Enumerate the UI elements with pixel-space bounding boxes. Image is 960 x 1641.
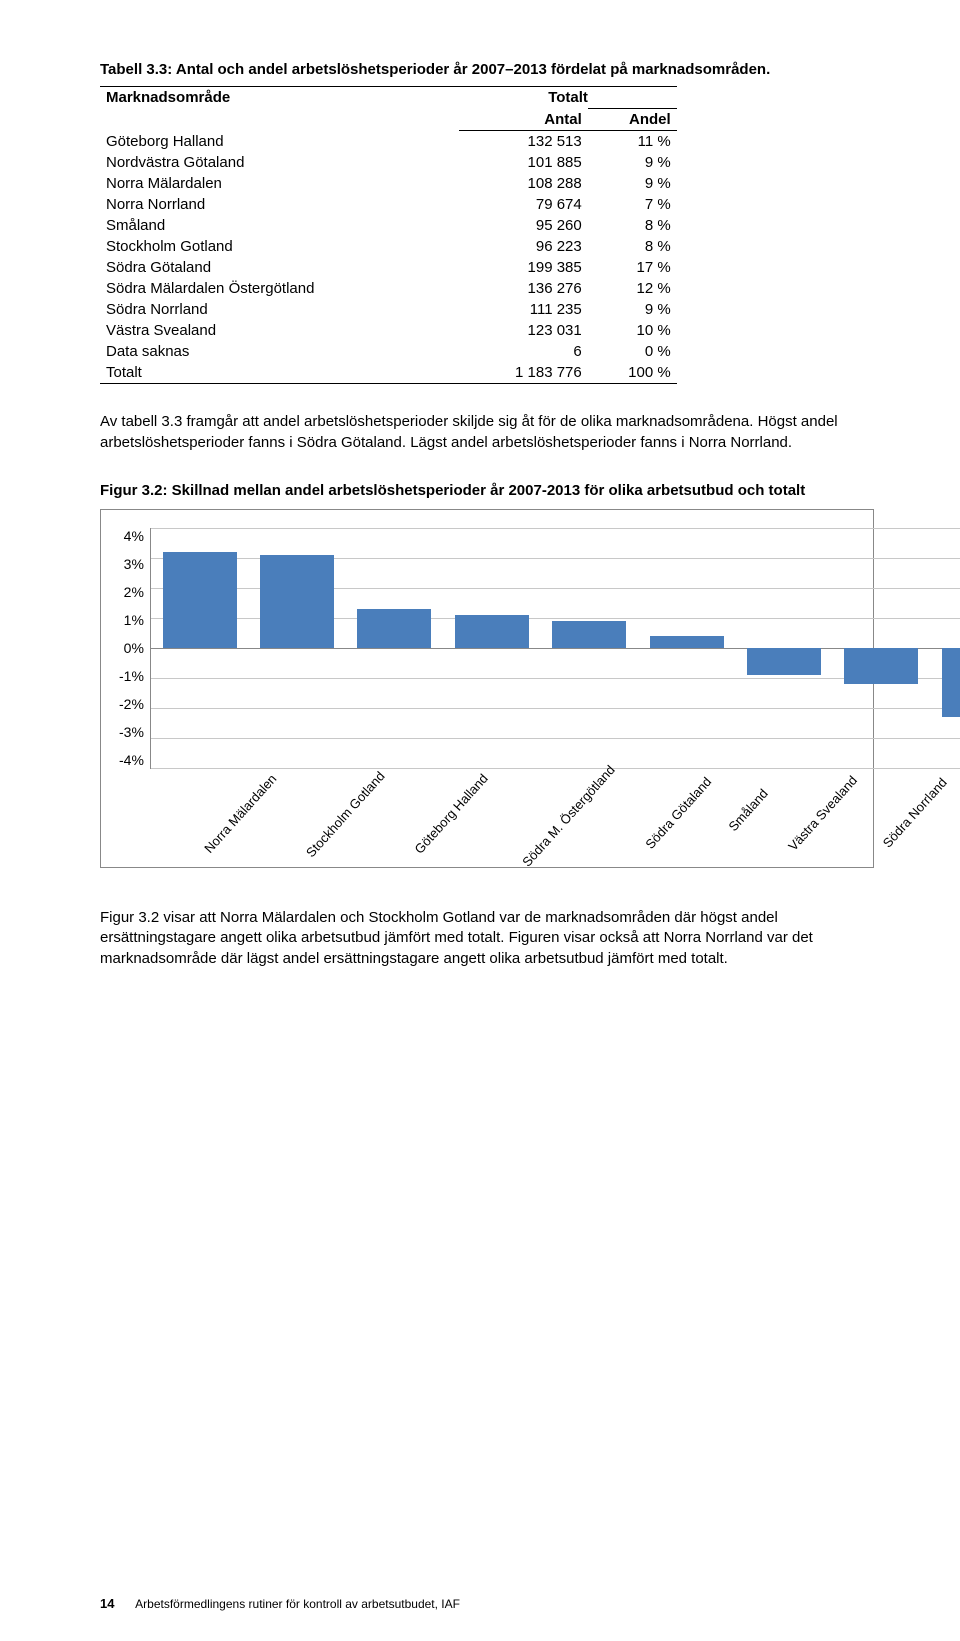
table-row-name: Södra Götaland xyxy=(100,257,459,278)
table-row-name: Data saknas xyxy=(100,341,459,362)
table-row-antal: 95 260 xyxy=(459,215,587,236)
col-header-market: Marknadsområde xyxy=(100,87,459,131)
table-row-name: Totalt xyxy=(100,362,459,384)
table-row-name: Nordvästra Götaland xyxy=(100,152,459,173)
table-commentary: Av tabell 3.3 framgår att andel arbetslö… xyxy=(100,412,890,453)
table-row-andel: 9 % xyxy=(588,173,677,194)
y-tick-label: 3% xyxy=(119,556,144,572)
y-tick-label: -1% xyxy=(119,668,144,684)
y-tick-label: 4% xyxy=(119,528,144,544)
bar-slot xyxy=(346,528,443,768)
y-tick-label: -4% xyxy=(119,752,144,768)
chart-bar xyxy=(163,552,237,648)
table-row-name: Södra Norrland xyxy=(100,299,459,320)
figure-title: Figur 3.2: Skillnad mellan andel arbetsl… xyxy=(100,481,890,501)
col-header-antal: Antal xyxy=(459,109,587,131)
bar-slot xyxy=(735,528,832,768)
bar-slot xyxy=(833,528,930,768)
table-row-andel: 100 % xyxy=(588,362,677,384)
table-row-antal: 199 385 xyxy=(459,257,587,278)
bar-slot xyxy=(540,528,637,768)
y-tick-label: 2% xyxy=(119,584,144,600)
table-row-antal: 132 513 xyxy=(459,131,587,153)
table-title: Tabell 3.3: Antal och andel arbetslöshet… xyxy=(100,60,890,80)
table-row-name: Göteborg Halland xyxy=(100,131,459,153)
table-row-name: Västra Svealand xyxy=(100,320,459,341)
table-row-andel: 12 % xyxy=(588,278,677,299)
chart-bar xyxy=(747,648,821,675)
table-row-antal: 111 235 xyxy=(459,299,587,320)
table-row-antal: 136 276 xyxy=(459,278,587,299)
col-header-andel: Andel xyxy=(588,109,677,131)
y-tick-label: 1% xyxy=(119,612,144,628)
bar-slot xyxy=(443,528,540,768)
table-row-andel: 17 % xyxy=(588,257,677,278)
table-row-antal: 96 223 xyxy=(459,236,587,257)
table-row-andel: 0 % xyxy=(588,341,677,362)
table-row-andel: 11 % xyxy=(588,131,677,153)
figure-3-2-chart: 4%3%2%1%0%-1%-2%-3%-4% Norra MälardalenS… xyxy=(100,509,874,868)
table-row-name: Norra Norrland xyxy=(100,194,459,215)
table-row-name: Södra Mälardalen Östergötland xyxy=(100,278,459,299)
table-body: Göteborg Halland132 51311 % Nordvästra Gö… xyxy=(100,131,677,384)
table-row-andel: 8 % xyxy=(588,215,677,236)
page-number: 14 xyxy=(100,1596,114,1611)
figure-commentary: Figur 3.2 visar att Norra Mälardalen och… xyxy=(100,908,890,969)
table-row-antal: 101 885 xyxy=(459,152,587,173)
chart-bar xyxy=(552,621,626,648)
y-tick-label: -3% xyxy=(119,724,144,740)
bar-slot xyxy=(638,528,735,768)
table-row-antal: 1 183 776 xyxy=(459,362,587,384)
y-tick-label: 0% xyxy=(119,640,144,656)
table-row-andel: 9 % xyxy=(588,299,677,320)
table-row-antal: 123 031 xyxy=(459,320,587,341)
bar-slot xyxy=(930,528,960,768)
chart-bar xyxy=(357,609,431,648)
footer-text: Arbetsförmedlingens rutiner för kontroll… xyxy=(135,1597,460,1611)
market-area-table: Marknadsområde Totalt Antal Andel Götebo… xyxy=(100,86,677,384)
chart-bar xyxy=(650,636,724,648)
table-row-name: Norra Mälardalen xyxy=(100,173,459,194)
y-tick-label: -2% xyxy=(119,696,144,712)
chart-y-axis: 4% 3% 2% 1% 0% -1% -2% -3% -4% xyxy=(119,528,150,768)
chart-bar xyxy=(260,555,334,648)
chart-bar xyxy=(942,648,960,717)
table-row-antal: 108 288 xyxy=(459,173,587,194)
chart-bar xyxy=(844,648,918,684)
bar-slot xyxy=(248,528,345,768)
chart-x-axis: Norra MälardalenStockholm GotlandGötebor… xyxy=(150,773,960,863)
table-row-name: Småland xyxy=(100,215,459,236)
chart-plot-area xyxy=(150,528,960,769)
chart-bar xyxy=(455,615,529,648)
table-row-antal: 6 xyxy=(459,341,587,362)
table-row-antal: 79 674 xyxy=(459,194,587,215)
bar-slot xyxy=(151,528,248,768)
table-row-andel: 8 % xyxy=(588,236,677,257)
table-row-andel: 10 % xyxy=(588,320,677,341)
page-footer: 14 Arbetsförmedlingens rutiner för kontr… xyxy=(100,1596,460,1611)
table-row-name: Stockholm Gotland xyxy=(100,236,459,257)
table-row-andel: 9 % xyxy=(588,152,677,173)
table-row-andel: 7 % xyxy=(588,194,677,215)
col-header-totalt: Totalt xyxy=(459,87,676,109)
